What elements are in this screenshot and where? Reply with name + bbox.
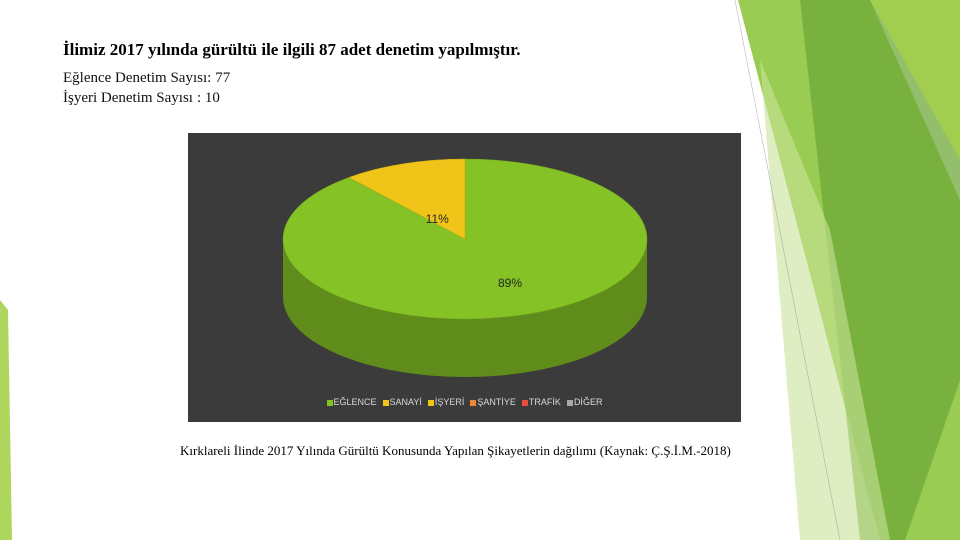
legend-label: ŞANTİYE bbox=[477, 397, 516, 407]
legend-label: DİĞER bbox=[573, 397, 603, 407]
legend-item-eğlence: EĞLENCE bbox=[326, 397, 377, 407]
legend-item-i̇şyeri̇: İŞYERİ bbox=[427, 397, 465, 407]
pie-side-eğlence bbox=[283, 239, 647, 377]
deco-green-band-2 bbox=[800, 0, 960, 540]
legend-swatch bbox=[470, 399, 477, 406]
chart-caption: Kırklareli İlinde 2017 Yılında Gürültü K… bbox=[180, 443, 731, 458]
legend-swatch bbox=[427, 399, 434, 406]
data-label-i̇şyeri̇: 11% bbox=[426, 212, 449, 226]
page-title: İlimiz 2017 yılında gürültü ile ilgili 8… bbox=[63, 40, 521, 59]
legend-swatch bbox=[566, 399, 573, 406]
data-label-eğlence: 89% bbox=[498, 276, 522, 290]
pie-chart-plot: 89% 11% bbox=[282, 158, 648, 377]
legend-item-sanayi̇: SANAYİ bbox=[382, 397, 422, 407]
legend-label: İŞYERİ bbox=[434, 397, 465, 407]
legend-label: EĞLENCE bbox=[333, 397, 377, 407]
legend-item-trafi̇k: TRAFİK bbox=[521, 397, 561, 407]
legend-item-şanti̇ye: ŞANTİYE bbox=[470, 397, 516, 407]
stat-isyeri-label: İşyeri Denetim Sayısı bbox=[63, 90, 193, 106]
deco-green-band-4 bbox=[760, 60, 890, 540]
legend-swatch bbox=[521, 399, 528, 406]
legend-swatch bbox=[326, 399, 333, 406]
legend-item-di̇ğer: DİĞER bbox=[566, 397, 603, 407]
pie-chart: 89% 11% EĞLENCE SANAYİ İŞYERİ ŞANTİYE TRAFİK D… bbox=[188, 133, 741, 422]
pie-slice-i̇şyeri̇ bbox=[348, 158, 466, 240]
legend-label: TRAFİK bbox=[528, 397, 561, 407]
legend-swatch bbox=[382, 399, 389, 406]
deco-left-strip bbox=[0, 300, 12, 540]
stat-eglence-label: Eğlence Denetim Sayısı: bbox=[63, 70, 212, 86]
stat-eglence: Eğlence Denetim Sayısı: 77 bbox=[63, 70, 230, 87]
stat-isyeri-value: : 10 bbox=[196, 90, 220, 106]
chart-legend: EĞLENCE SANAYİ İŞYERİ ŞANTİYE TRAFİK DİĞER bbox=[188, 397, 741, 407]
stat-isyeri: İşyeri Denetim Sayısı: 10 bbox=[63, 90, 220, 107]
legend-label: SANAYİ bbox=[389, 397, 422, 407]
deco-line bbox=[734, 0, 841, 540]
stat-eglence-value: 77 bbox=[215, 70, 231, 86]
deco-green-band-3 bbox=[870, 0, 960, 160]
